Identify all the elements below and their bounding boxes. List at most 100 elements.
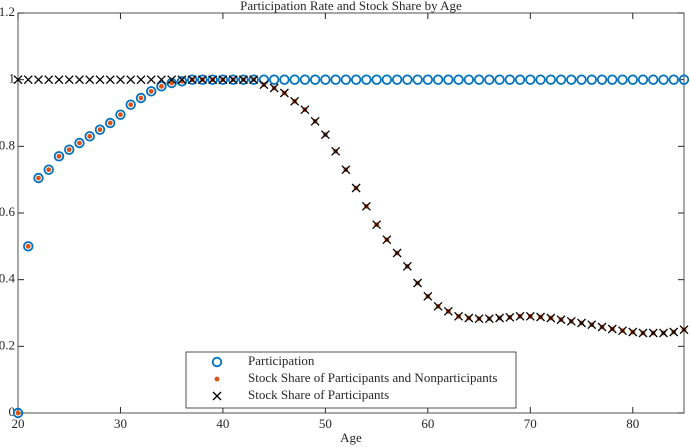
x-marker: [607, 324, 617, 334]
x-marker: [238, 75, 248, 85]
dot-marker: [214, 376, 220, 382]
circle-marker: [381, 74, 393, 85]
x-marker: [495, 313, 505, 323]
x-marker: [392, 248, 402, 258]
x-marker: [638, 328, 648, 338]
x-marker: [566, 316, 576, 326]
x-marker: [64, 75, 74, 85]
circle-marker: [607, 74, 618, 85]
circle-marker: [74, 137, 85, 149]
x-marker: [95, 75, 105, 85]
y-tick-label: 1: [9, 71, 16, 86]
x-marker: [156, 75, 166, 85]
dot-marker: [97, 127, 103, 133]
x-marker: [484, 314, 494, 324]
x-marker: [597, 322, 607, 332]
x-marker: [587, 320, 597, 330]
circle-marker: [64, 144, 75, 155]
circle-marker: [648, 74, 659, 85]
circle-marker: [678, 74, 690, 85]
circle-marker: [545, 74, 557, 85]
circle-marker: [576, 74, 587, 85]
x-marker: [505, 312, 515, 322]
x-tick-label: 30: [114, 416, 127, 431]
x-marker: [23, 75, 33, 85]
x-marker: [290, 96, 300, 106]
y-tick-label: 0.4: [0, 271, 16, 286]
circle-marker: [637, 74, 649, 85]
circle-marker: [105, 117, 116, 129]
x-marker: [34, 75, 43, 85]
x-marker: [577, 318, 586, 328]
circle-marker: [207, 74, 218, 85]
dot-marker: [56, 153, 62, 159]
circle-marker: [514, 74, 526, 85]
circle-marker: [94, 124, 106, 135]
circle-marker: [115, 109, 126, 120]
circle-marker: [566, 74, 577, 85]
x-tick-label: 40: [216, 416, 229, 431]
circle-marker: [525, 74, 536, 85]
dot-marker: [159, 83, 164, 89]
x-marker: [679, 325, 689, 335]
x-marker: [310, 116, 320, 126]
circle-marker: [23, 241, 34, 252]
circle-marker: [473, 74, 485, 85]
circle-marker: [504, 74, 516, 85]
x-marker: [136, 75, 146, 85]
x-marker: [525, 311, 535, 321]
legend-label: Participation: [248, 353, 315, 368]
x-marker: [228, 75, 238, 85]
chart-title: Participation Rate and Stock Share by Ag…: [240, 0, 462, 13]
dot-marker: [66, 147, 72, 153]
x-marker: [177, 75, 187, 85]
x-marker: [331, 146, 341, 156]
dot-marker: [118, 112, 123, 118]
x-marker: [320, 130, 330, 140]
circle-marker: [422, 74, 434, 85]
y-tick-label: 0.2: [0, 337, 15, 352]
y-tick-label: 0.6: [0, 204, 16, 219]
legend-box: [185, 351, 517, 409]
circle-marker: [176, 76, 188, 87]
x-marker: [208, 75, 218, 85]
legend-label: Stock Share of Participants and Nonparti…: [248, 370, 497, 385]
x-marker: [116, 75, 125, 85]
x-tick-label: 50: [319, 416, 332, 431]
circle-marker: [668, 74, 679, 85]
circle-marker: [453, 74, 464, 85]
x-marker: [249, 75, 259, 85]
x-axis-label: Age: [340, 430, 362, 445]
series: [12, 74, 690, 419]
circle-marker: [166, 77, 177, 89]
x-tick-label: 70: [524, 416, 537, 431]
circle-marker: [412, 74, 423, 85]
circle-marker: [617, 74, 628, 85]
y-tick-label: 1.2: [0, 4, 15, 19]
circle-marker: [350, 74, 362, 85]
circle-marker: [596, 74, 608, 85]
x-marker: [536, 312, 546, 322]
circle-marker: [371, 74, 382, 85]
circle-marker: [361, 74, 372, 85]
circle-marker: [586, 74, 597, 85]
x-marker: [659, 328, 668, 338]
dot-marker: [87, 133, 93, 139]
circle-marker: [289, 74, 300, 85]
circle-marker: [432, 74, 444, 85]
circle-marker: [402, 74, 413, 85]
circle-marker: [248, 74, 259, 85]
circle-marker: [197, 74, 208, 85]
circle-marker: [12, 407, 24, 419]
circle-marker: [658, 74, 669, 85]
circle-marker: [494, 74, 505, 85]
x-marker: [187, 75, 197, 85]
x-marker: [212, 391, 222, 401]
circle-marker: [156, 81, 167, 92]
series: [13, 75, 689, 338]
x-marker: [44, 75, 54, 85]
circle-marker: [535, 74, 546, 85]
x-marker: [372, 220, 382, 230]
